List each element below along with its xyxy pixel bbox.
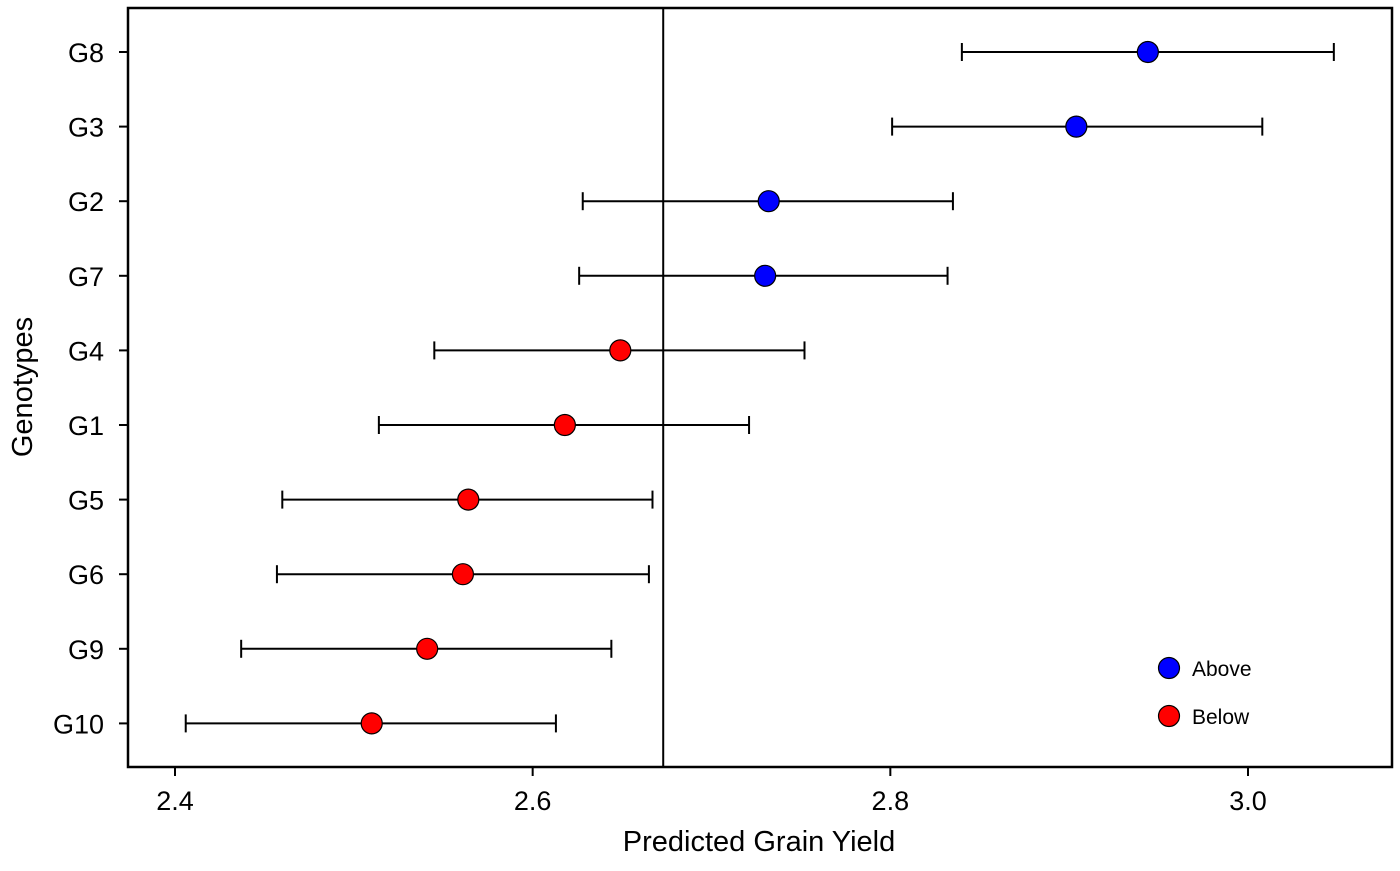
y-tick-label-G4: G4 — [68, 336, 104, 366]
y-tick-label-G7: G7 — [68, 262, 104, 292]
data-point-G9 — [416, 637, 439, 660]
x-tick-label: 2.8 — [872, 786, 910, 816]
x-tick-label: 3.0 — [1229, 786, 1267, 816]
data-point-G5 — [457, 488, 480, 511]
y-tick-label-G9: G9 — [68, 635, 104, 665]
data-point-G3 — [1065, 115, 1088, 138]
y-tick-label-G5: G5 — [68, 486, 104, 516]
legend-marker-below — [1157, 704, 1181, 728]
x-tick-label: 2.6 — [514, 786, 552, 816]
y-tick-label-G1: G1 — [68, 411, 104, 441]
legend: Above Below — [1157, 656, 1252, 729]
y-tick-label-G2: G2 — [68, 187, 104, 217]
data-point-G4 — [609, 339, 632, 362]
y-tick-label-G6: G6 — [68, 560, 104, 590]
data-point-G6 — [451, 563, 475, 586]
y-axis-title: Genotypes — [7, 317, 39, 457]
data-point-G2 — [757, 190, 780, 213]
data-point-G7 — [754, 264, 777, 287]
y-tick-label-G8: G8 — [68, 38, 104, 68]
x-axis-title: Predicted Grain Yield — [623, 826, 895, 858]
y-tick-label-G3: G3 — [68, 113, 104, 143]
legend-label-below: Below — [1192, 706, 1250, 729]
x-tick-label: 2.4 — [156, 786, 194, 816]
data-point-G1 — [553, 413, 576, 437]
plot-frame — [126, 6, 1394, 769]
data-point-G8 — [1136, 40, 1159, 64]
legend-label-above: Above — [1192, 658, 1252, 681]
data-point-G10 — [360, 712, 383, 735]
y-tick-label-G10: G10 — [53, 709, 104, 739]
legend-marker-above — [1157, 656, 1181, 680]
